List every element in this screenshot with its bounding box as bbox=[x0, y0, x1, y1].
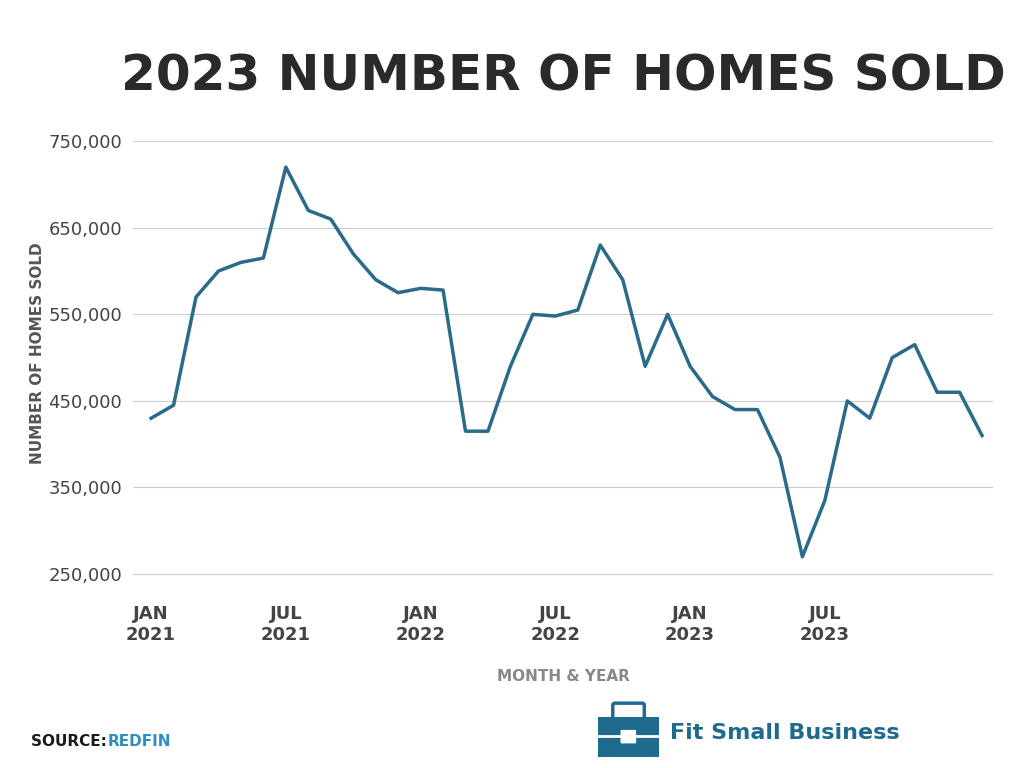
FancyBboxPatch shape bbox=[598, 717, 659, 757]
X-axis label: MONTH & YEAR: MONTH & YEAR bbox=[497, 669, 630, 684]
Text: Fit Small Business: Fit Small Business bbox=[670, 723, 899, 743]
Text: SOURCE:: SOURCE: bbox=[31, 733, 112, 749]
FancyBboxPatch shape bbox=[621, 730, 636, 743]
Y-axis label: NUMBER OF HOMES SOLD: NUMBER OF HOMES SOLD bbox=[30, 243, 45, 464]
Title: 2023 NUMBER OF HOMES SOLD: 2023 NUMBER OF HOMES SOLD bbox=[121, 52, 1006, 100]
Text: REDFIN: REDFIN bbox=[108, 733, 171, 749]
